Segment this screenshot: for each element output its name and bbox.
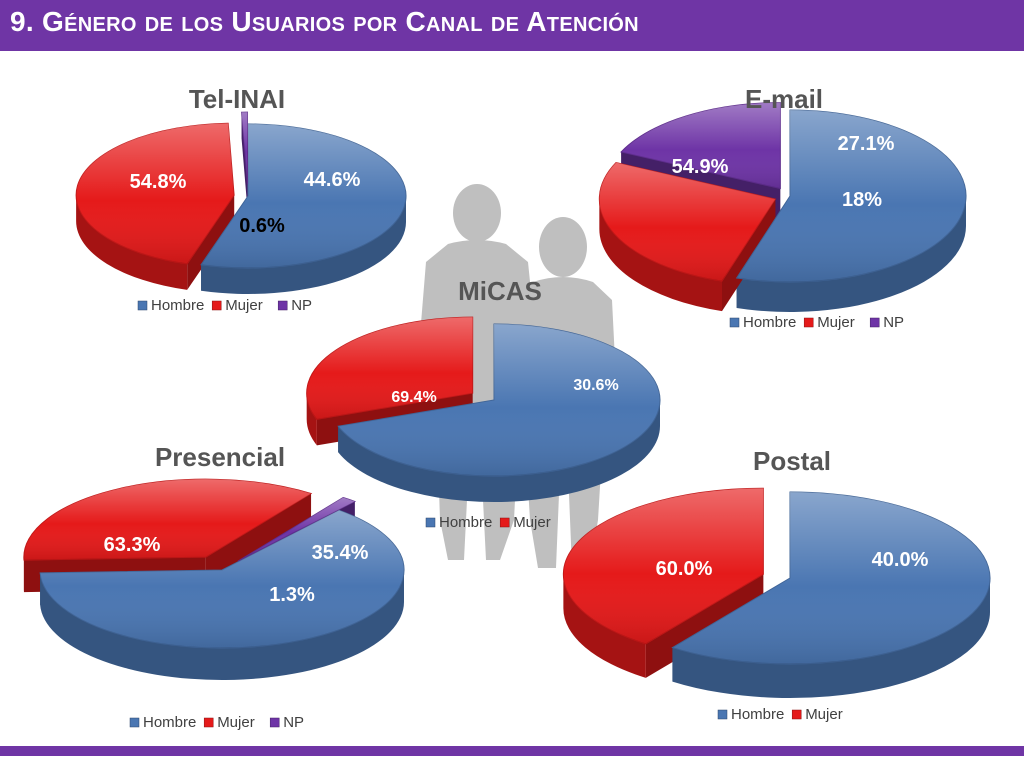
slice-highlight-hombre	[672, 492, 991, 664]
slice-highlight-np	[621, 102, 781, 189]
legend-label-mujer: Mujer	[817, 314, 855, 331]
legend-swatch-hombre	[425, 517, 436, 528]
slice-highlight-mujer	[76, 123, 235, 264]
legend-label-mujer: Mujer	[513, 514, 551, 531]
data-label-mujer: 27.1%	[838, 133, 895, 155]
data-label-mujer: 30.6%	[573, 377, 618, 394]
legend-swatch-hombre	[717, 709, 728, 720]
pie-chart-presencial: Presencial 63.3% 35.4% 1.3% Hombre Mujer NP	[23, 442, 405, 731]
chart-legend: Hombre Mujer	[425, 514, 551, 531]
legend-swatch-mujer	[499, 517, 510, 528]
legend-label-hombre: Hombre	[439, 514, 492, 531]
chart-legend: Hombre Mujer NP	[129, 714, 304, 731]
legend-label-hombre: Hombre	[143, 714, 196, 731]
legend-swatch-mujer	[211, 300, 222, 311]
data-label-mujer: 44.6%	[304, 169, 361, 191]
legend-label-hombre: Hombre	[743, 314, 796, 331]
footer-bar	[0, 746, 1024, 756]
legend-label-np: NP	[291, 297, 312, 314]
slice-highlight-hombre	[201, 124, 406, 268]
data-label-mujer: 35.4%	[312, 542, 369, 564]
slice-highlight-np	[237, 497, 355, 562]
page-title: 9. Género de los Usuarios por Canal de A…	[10, 6, 639, 37]
legend-swatch-np	[869, 317, 880, 328]
legend-label-hombre: Hombre	[151, 297, 204, 314]
data-label-np: 1.3%	[269, 584, 315, 606]
data-label-np: 0.6%	[239, 215, 285, 237]
legend-swatch-mujer	[803, 317, 814, 328]
legend-label-np: NP	[883, 314, 904, 331]
data-label-np: 18%	[842, 189, 882, 211]
chart-legend: Hombre Mujer NP	[137, 297, 312, 314]
data-label-mujer: 40.0%	[872, 549, 929, 571]
slice-highlight-hombre	[736, 110, 967, 282]
pie-chart-postal: Postal 60.0% 40.0% Hombre Mujer	[562, 446, 991, 723]
chart-legend: Hombre Mujer	[717, 706, 843, 723]
chart-title: Presencial	[155, 442, 285, 472]
pie-chart-tel-inai: Tel-INAI 54.8% 44.6% 0.6% Hombre Mujer NP	[75, 84, 407, 314]
slice-highlight-hombre	[40, 510, 404, 648]
slice-highlight-np	[241, 112, 248, 185]
data-label-hombre: 60.0%	[656, 558, 713, 580]
chart-title: E-mail	[745, 84, 823, 114]
chart-title: Tel-INAI	[189, 84, 285, 114]
slice-highlight-hombre	[338, 324, 660, 476]
data-label-hombre: 69.4%	[391, 389, 436, 406]
legend-swatch-np	[277, 300, 288, 311]
legend-label-mujer: Mujer	[217, 714, 255, 731]
legend-label-mujer: Mujer	[805, 706, 843, 723]
pie-chart-e-mail: E-mail 54.9% 27.1% 18% Hombre Mujer NP	[598, 84, 967, 331]
chart-title: Postal	[753, 446, 831, 476]
legend-label-hombre: Hombre	[731, 706, 784, 723]
legend-label-mujer: Mujer	[225, 297, 263, 314]
chart-title: MiCAS	[458, 276, 542, 306]
title-bar: 9. Género de los Usuarios por Canal de A…	[0, 0, 1024, 51]
legend-swatch-mujer	[203, 717, 214, 728]
data-label-hombre: 54.8%	[130, 171, 187, 193]
slice-highlight-mujer	[23, 479, 312, 561]
legend-swatch-hombre	[137, 300, 148, 311]
slice-highlight-mujer	[599, 162, 776, 282]
chart-legend: Hombre Mujer NP	[729, 314, 904, 331]
legend-label-np: NP	[283, 714, 304, 731]
data-label-hombre: 63.3%	[104, 534, 161, 556]
legend-swatch-hombre	[729, 317, 740, 328]
legend-swatch-np	[269, 717, 280, 728]
legend-swatch-hombre	[129, 717, 140, 728]
slice-highlight-mujer	[563, 488, 764, 644]
data-label-hombre: 54.9%	[672, 156, 729, 178]
slice-highlight-mujer	[306, 317, 473, 420]
pie-chart-micas: MiCAS 69.4% 30.6% Hombre Mujer	[306, 276, 661, 531]
slice-side-np	[241, 112, 248, 211]
legend-swatch-mujer	[791, 709, 802, 720]
